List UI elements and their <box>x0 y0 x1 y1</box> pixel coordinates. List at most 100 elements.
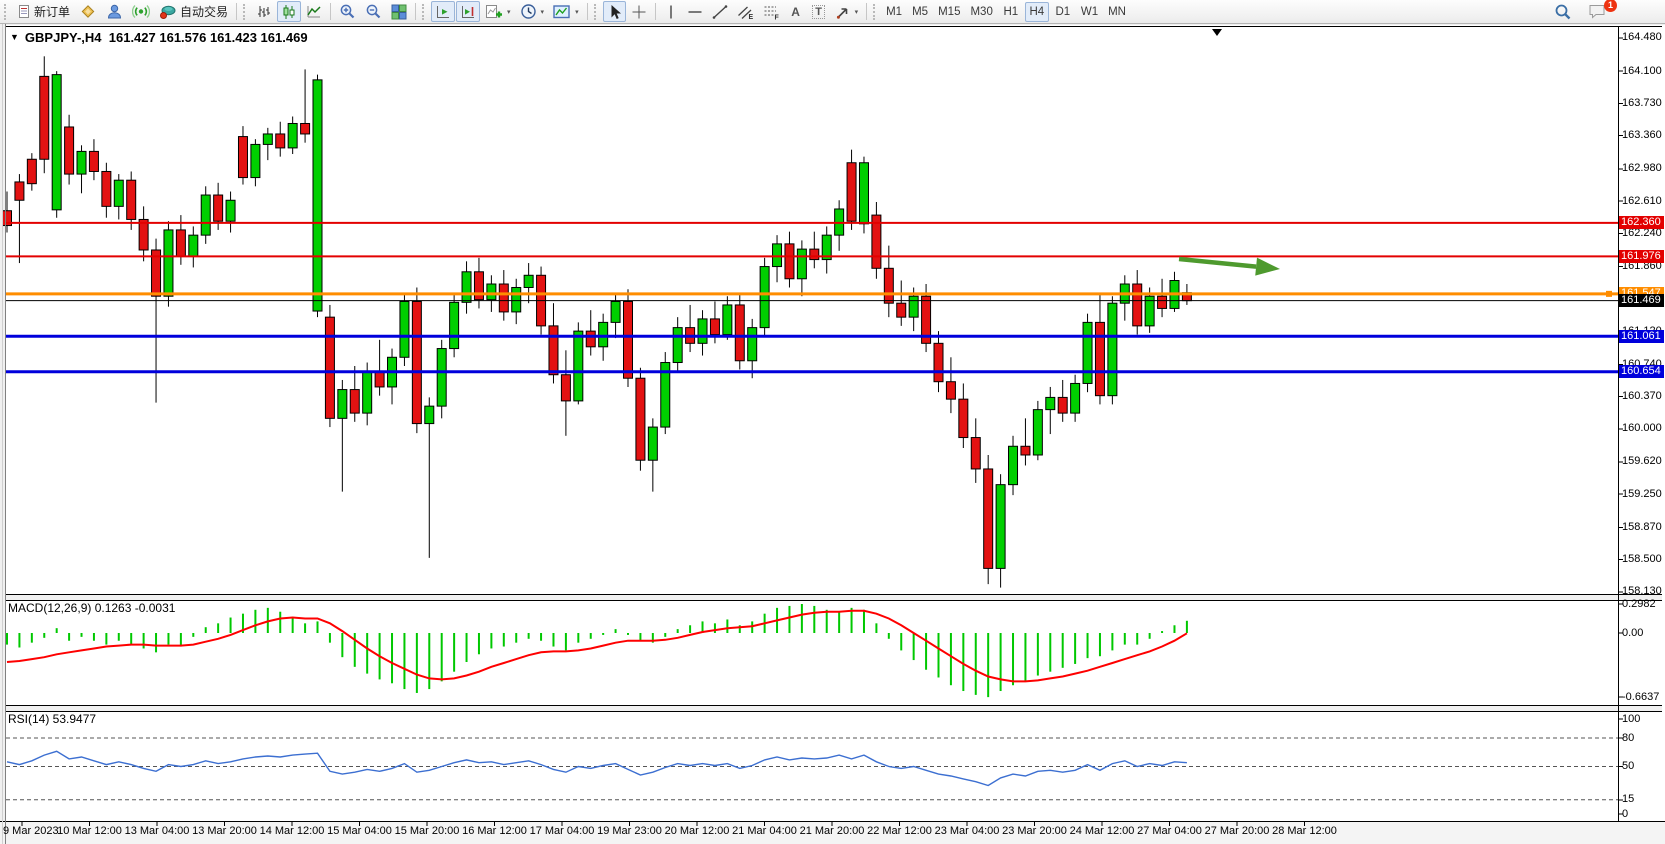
fibonacci-button[interactable]: F <box>759 1 784 22</box>
toolbar-grip[interactable] <box>243 3 247 20</box>
line-chart-button[interactable] <box>302 1 326 22</box>
timeframe-button-mn[interactable]: MN <box>1104 2 1130 22</box>
periods-button[interactable]: ▾ <box>516 1 549 22</box>
time-tick-label: 17 Mar 04:00 <box>529 825 595 837</box>
equidistant-channel-button[interactable]: E <box>733 1 758 22</box>
macd-signal-line <box>6 609 1188 683</box>
timeframe-button-m5[interactable]: M5 <box>908 2 932 22</box>
candlestick <box>126 179 137 220</box>
candlestick <box>1070 382 1081 414</box>
vertical-line-button[interactable] <box>660 1 682 22</box>
time-tick-label: 19 Mar 23:00 <box>597 825 662 837</box>
tile-windows-icon <box>391 4 407 19</box>
rsi-panel <box>6 737 1618 801</box>
candlestick <box>200 194 211 236</box>
candlestick <box>1094 321 1105 397</box>
toolbar-grip[interactable] <box>4 3 8 20</box>
price-tick-label: 158.870 <box>1622 520 1662 533</box>
arrows-button[interactable]: ▾ <box>831 1 863 22</box>
chart-title[interactable]: ▼ GBPJPY-,H4 161.427 161.576 161.423 161.… <box>10 30 308 45</box>
bar-chart-button[interactable] <box>252 1 276 22</box>
profile-icon <box>108 4 122 19</box>
autoscroll-button[interactable] <box>431 1 456 22</box>
candlestick <box>138 218 149 251</box>
candlestick <box>88 150 99 172</box>
candlestick <box>747 327 758 362</box>
equidistant-channel-icon: E <box>737 6 753 20</box>
price-tick-label: 158.500 <box>1622 553 1662 566</box>
time-tick-label: 23 Mar 20:00 <box>1002 825 1067 837</box>
toolbar-separator <box>236 3 238 20</box>
market-button[interactable] <box>75 1 101 22</box>
price-tick-label: 163.360 <box>1622 129 1662 142</box>
time-tick-label: 24 Mar 12:00 <box>1069 825 1135 837</box>
macd-tick-label: 0.2982 <box>1622 597 1656 610</box>
trend-arrow[interactable] <box>1178 256 1280 276</box>
price-tick-label: 159.250 <box>1622 487 1662 500</box>
notifications-button[interactable]: 1 <box>1584 0 1617 22</box>
templates-button[interactable]: ▾ <box>549 1 583 22</box>
candlestick <box>759 266 770 329</box>
timeframe-button-m1[interactable]: M1 <box>882 2 906 22</box>
horizontal-lines-layer <box>6 221 1618 374</box>
candlestick <box>548 325 559 376</box>
time-tick-label: 15 Mar 20:00 <box>394 825 460 837</box>
candlestick <box>498 283 509 313</box>
price-tick-label: 163.730 <box>1622 96 1662 109</box>
text-label-button[interactable]: T <box>808 1 830 22</box>
clock-icon <box>520 4 536 19</box>
cursor-button[interactable] <box>602 1 626 22</box>
zoom-out-button[interactable] <box>361 1 386 22</box>
candlestick <box>76 150 87 175</box>
candlestick-chart-button[interactable] <box>277 1 302 22</box>
svg-text:F: F <box>774 14 779 20</box>
zoom-in-button[interactable] <box>335 1 360 22</box>
toolbar-right-group: 1 <box>1550 0 1617 22</box>
vertical-line-icon <box>669 5 672 18</box>
time-tick-label: 23 Mar 04:00 <box>934 825 1000 837</box>
timeframe-button-w1[interactable]: W1 <box>1077 2 1102 22</box>
candlestick <box>871 214 882 269</box>
horizontal-line-button[interactable] <box>683 1 707 22</box>
timeframe-button-h4[interactable]: H4 <box>1024 1 1049 22</box>
line-handle[interactable] <box>1606 290 1612 297</box>
time-tick-label: 14 Mar 12:00 <box>259 825 325 837</box>
toolbar-grip[interactable] <box>873 3 877 20</box>
timeframe-button-m30[interactable]: M30 <box>966 2 996 22</box>
signals-button[interactable] <box>128 1 154 22</box>
candlestick <box>250 143 261 179</box>
autotrading-button[interactable]: 自动交易 <box>155 1 232 22</box>
toolbar-grip[interactable] <box>422 3 426 20</box>
trendline-button[interactable] <box>708 1 732 22</box>
chart-shift-button[interactable] <box>456 1 481 22</box>
crosshair-icon <box>632 5 646 18</box>
search-button[interactable] <box>1550 1 1576 22</box>
tile-windows-button[interactable] <box>387 1 411 22</box>
timeframe-button-h1[interactable]: H1 <box>999 2 1023 22</box>
text-button[interactable]: A <box>785 1 807 22</box>
new-order-button[interactable]: 新订单 <box>13 1 74 22</box>
toolbar-grip[interactable] <box>593 3 598 20</box>
candlestick <box>461 271 472 303</box>
chart-shift-marker[interactable] <box>1212 29 1222 36</box>
candlestick <box>473 271 484 301</box>
candlestick <box>374 371 385 388</box>
new-chart-button[interactable]: ▾ <box>481 1 515 22</box>
price-line-label: 161.061 <box>1619 329 1664 343</box>
profile-button[interactable] <box>102 1 127 22</box>
candlestick <box>598 321 609 348</box>
timeframe-button-m15[interactable]: M15 <box>934 2 964 22</box>
time-tick-label: 13 Mar 04:00 <box>124 825 190 837</box>
timeframe-button-d1[interactable]: D1 <box>1051 2 1075 22</box>
text-tool-label: A <box>791 4 800 19</box>
candlestick <box>14 181 25 201</box>
time-tick-label: 20 Mar 12:00 <box>664 825 730 837</box>
price-tick-label: 162.240 <box>1622 226 1662 239</box>
symbol-dropdown-icon[interactable]: ▼ <box>10 32 19 42</box>
candlestick <box>188 234 199 257</box>
candlestick <box>101 170 112 207</box>
crosshair-button[interactable] <box>627 1 651 22</box>
candlestick <box>722 304 733 336</box>
toolbar-separator <box>654 3 656 20</box>
